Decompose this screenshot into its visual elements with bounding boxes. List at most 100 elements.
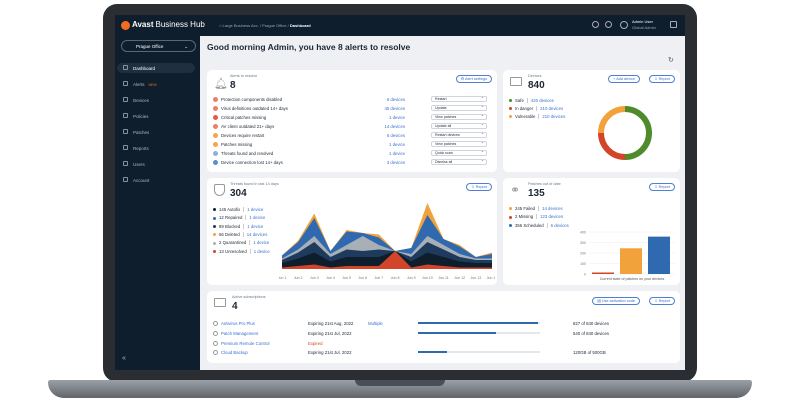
usage-count: 827 of 840 devices (573, 321, 610, 326)
legend-item: 245 Failed 14 devices (509, 206, 563, 213)
alert-action-select[interactable]: Restart devices (431, 131, 487, 138)
legend-label: 245 Failed (515, 206, 536, 211)
sidebar-item-account[interactable]: Account (117, 175, 195, 185)
legend-link[interactable]: 14 devices (538, 206, 563, 211)
sidebar-item-label: Devices (133, 98, 150, 103)
x-tick-label: Jun 7 (375, 276, 384, 280)
sidebar-item-label: Alerts (133, 82, 145, 87)
sliders-icon (123, 113, 128, 118)
x-tick-label: Jun 1 (279, 276, 286, 280)
x-tick-label: Jun 13 (470, 276, 481, 280)
patches-bar-chart: 0 100 200 300 400 Current state of patches on… (580, 230, 675, 281)
devices-report-button[interactable]: ⇩ Report (649, 75, 675, 83)
alert-action-select[interactable]: Dismiss all (431, 158, 487, 165)
alert-text: Patches missing (221, 142, 253, 147)
usage-fill (418, 351, 448, 354)
legend-link[interactable]: 1 device (245, 215, 266, 221)
sidebar-item-reports[interactable]: Reports (117, 143, 195, 153)
x-tick-label: Jun 11 (438, 276, 449, 280)
legend-link[interactable]: 1 device (243, 207, 264, 212)
top-bar: Avast Business Hub ⌂ Large Business Acc. … (115, 15, 685, 36)
alert-settings-button[interactable]: ⚙ Alert settings (455, 75, 492, 83)
refresh-icon[interactable]: ↻ (668, 57, 674, 64)
legend-link[interactable]: 6 devices (546, 222, 569, 228)
subscription-expiry: Expired (308, 340, 323, 346)
subscription-name-link[interactable]: Antivirus Pro Plus (221, 321, 255, 326)
user-info[interactable]: Admin User Global Admin (632, 19, 665, 31)
collapse-sidebar-button[interactable]: « (122, 355, 126, 362)
subscription-name-link[interactable]: Patch Management (221, 330, 259, 336)
crumb-account[interactable]: Large Business Acc. (222, 23, 259, 28)
card-icon (214, 298, 226, 307)
avatar[interactable] (620, 21, 628, 29)
alert-devices-link[interactable]: 1 device (388, 151, 405, 156)
notification-icon[interactable] (605, 21, 612, 28)
alert-icon (213, 124, 218, 129)
report-label: Report (658, 185, 670, 189)
alert-row: Device connection lost 14+ days 3 devices… (213, 158, 493, 168)
legend-item: 89 Blocked 1 device (213, 223, 264, 231)
legend-link[interactable]: 210 devices (536, 106, 564, 111)
threats-count: 304 (230, 188, 247, 199)
alert-action-select[interactable]: View patches (431, 113, 487, 120)
alerts-label: Alerts to resolve (230, 74, 258, 78)
alert-devices-link[interactable]: 1 device (388, 142, 405, 147)
subscriptions-card: Active subscriptions 4 ▤ Use activation … (207, 291, 680, 363)
sidebar-item-patches[interactable]: Patches (117, 127, 195, 137)
subscription-name-link[interactable]: Premium Remote Control (221, 340, 270, 346)
legend-link[interactable]: 1 device (243, 223, 264, 229)
alert-devices-link[interactable]: 14 devices (384, 124, 405, 129)
legend-link[interactable]: 123 devices (536, 214, 564, 220)
subscription-name-link[interactable]: Cloud Backup (221, 350, 248, 356)
sidebar-item-devices[interactable]: Devices (117, 95, 195, 105)
subs-report-button[interactable]: ⇩ Report (649, 297, 675, 305)
alert-action-select[interactable]: Restart (431, 95, 487, 102)
add-device-button[interactable]: + Add device (608, 75, 640, 83)
alert-devices-link[interactable]: 3 devices (386, 160, 405, 165)
new-badge: NEW (148, 83, 157, 87)
legend-item: 12 Repaired 1 device (213, 215, 266, 222)
subscription-row: Premium Remote Control Expired (213, 340, 673, 349)
threats-report-button[interactable]: ⇩ Report (466, 183, 492, 191)
alert-action-select[interactable]: Update (431, 104, 487, 111)
alert-devices-link[interactable]: 1 device (388, 115, 405, 120)
legend-label: 13 Unresolved (219, 248, 247, 254)
alert-icon (213, 133, 218, 138)
devices-switch-icon[interactable] (670, 21, 677, 28)
legend-link[interactable]: 14 devices (242, 231, 268, 237)
patches-report-button[interactable]: ⇩ Report (649, 183, 675, 191)
alert-icon (213, 142, 218, 147)
legend-link[interactable]: 1 device (249, 240, 270, 246)
alert-action-select[interactable]: Update all (431, 122, 487, 129)
subscription-icon (213, 330, 218, 336)
alert-devices-link[interactable]: 6 devices (386, 133, 405, 138)
y-tick-label: 300 (580, 241, 586, 245)
activation-code-button[interactable]: ▤ Use activation code (592, 297, 640, 305)
crumb-office[interactable]: Prague Office (262, 23, 287, 28)
legend-dot (509, 115, 512, 119)
alert-action-select[interactable]: Quick scan (431, 149, 487, 156)
alert-devices-link[interactable]: 6 devices (386, 97, 405, 102)
legend-item: 13 Unresolved 1 device (213, 248, 270, 256)
legend-link[interactable]: 210 devices (538, 114, 566, 119)
sidebar-item-dashboard[interactable]: Dashboard (117, 63, 195, 73)
legend-link[interactable]: 1 device (249, 248, 270, 254)
user-icon (123, 161, 128, 166)
alert-devices-link[interactable]: 45 devices (384, 106, 405, 111)
sidebar-item-policies[interactable]: Policies (117, 111, 195, 121)
gear-icon[interactable] (592, 21, 599, 28)
donut-slice-in-danger (598, 132, 626, 160)
alert-action-select[interactable]: View patches (431, 140, 487, 147)
subscription-multiple-link[interactable]: Multiple (368, 321, 383, 326)
legend-link[interactable]: 420 devices (526, 98, 554, 103)
sidebar-item-users[interactable]: Users (117, 159, 195, 169)
sidebar-item-alerts[interactable]: Alerts NEW (117, 79, 195, 89)
logo[interactable]: Avast Business Hub (121, 20, 205, 30)
office-selector[interactable]: Prague Office ⌄ (121, 40, 196, 52)
alert-text: Device connection lost 14+ days (221, 160, 283, 165)
activation-label: Use activation code (601, 299, 635, 303)
legend-label: 356 Scheduled (515, 222, 544, 228)
devices-label: Devices (528, 74, 542, 78)
alert-text: Critical patches missing (221, 115, 267, 120)
avast-logo-icon (121, 20, 130, 30)
